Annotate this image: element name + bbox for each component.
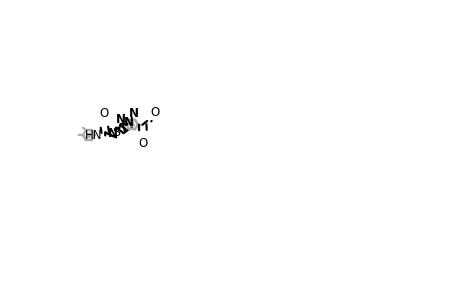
Text: O: O xyxy=(138,137,147,150)
Text: S: S xyxy=(112,126,120,139)
Text: HN: HN xyxy=(84,129,102,142)
Text: N: N xyxy=(116,112,126,126)
Text: N: N xyxy=(123,116,133,128)
Text: N: N xyxy=(128,107,138,120)
Text: N: N xyxy=(107,127,118,140)
Text: O: O xyxy=(150,106,159,119)
Text: O: O xyxy=(100,107,109,120)
